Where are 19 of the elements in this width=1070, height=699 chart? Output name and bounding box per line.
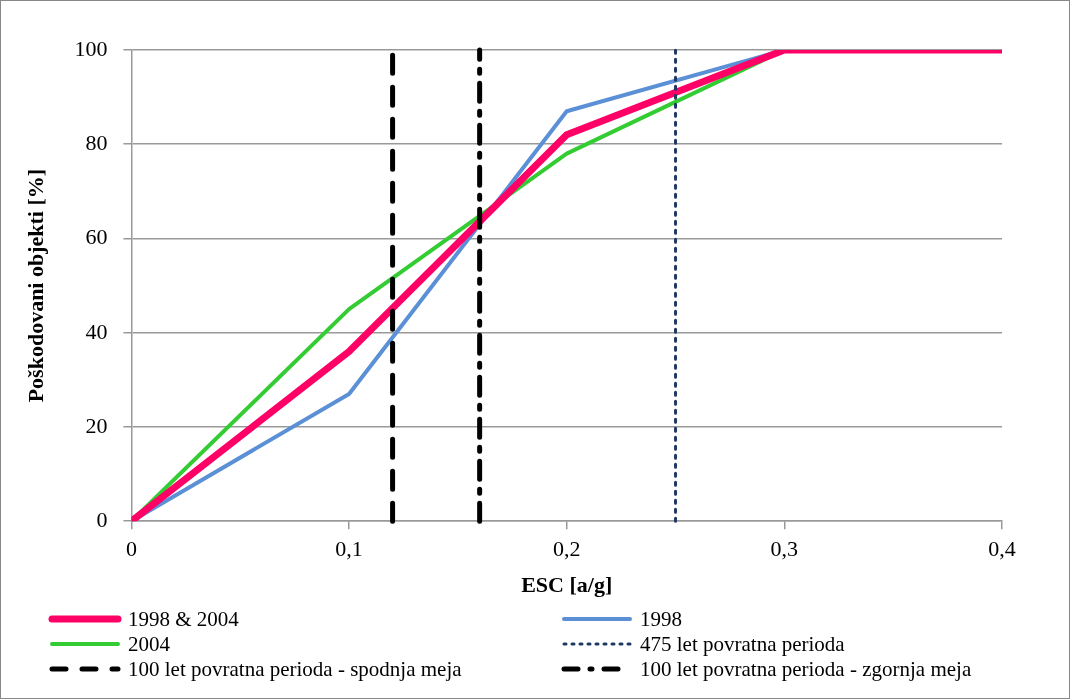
y-axis-title: Poškodovani objekti [%] <box>22 168 48 403</box>
y-tick-label: 80 <box>85 130 108 156</box>
legend-label: 100 let povratna perioda - spodnja meja <box>128 656 463 681</box>
x-tick-label: 0,3 <box>770 536 799 562</box>
x-tick-label: 0,1 <box>335 536 363 562</box>
legend-label: 1998 <box>640 606 682 631</box>
x-tick-label: 0,4 <box>988 536 1016 562</box>
legend-label: 475 let povratna perioda <box>640 631 846 656</box>
legend-label: 2004 <box>128 631 171 656</box>
x-tick-label: 0 <box>125 536 137 562</box>
x-tick-label: 0,2 <box>552 536 581 562</box>
y-tick-label: 20 <box>85 412 108 438</box>
y-tick-label: 100 <box>74 35 108 61</box>
legend-label: 1998 & 2004 <box>128 606 240 631</box>
x-axis-title: ESC [a/g] <box>521 572 613 598</box>
y-tick-label: 40 <box>85 318 108 344</box>
y-tick-label: 60 <box>85 224 108 250</box>
legend-label: 100 let povratna perioda - zgornja meja <box>640 656 972 681</box>
y-tick-label: 0 <box>96 506 108 532</box>
